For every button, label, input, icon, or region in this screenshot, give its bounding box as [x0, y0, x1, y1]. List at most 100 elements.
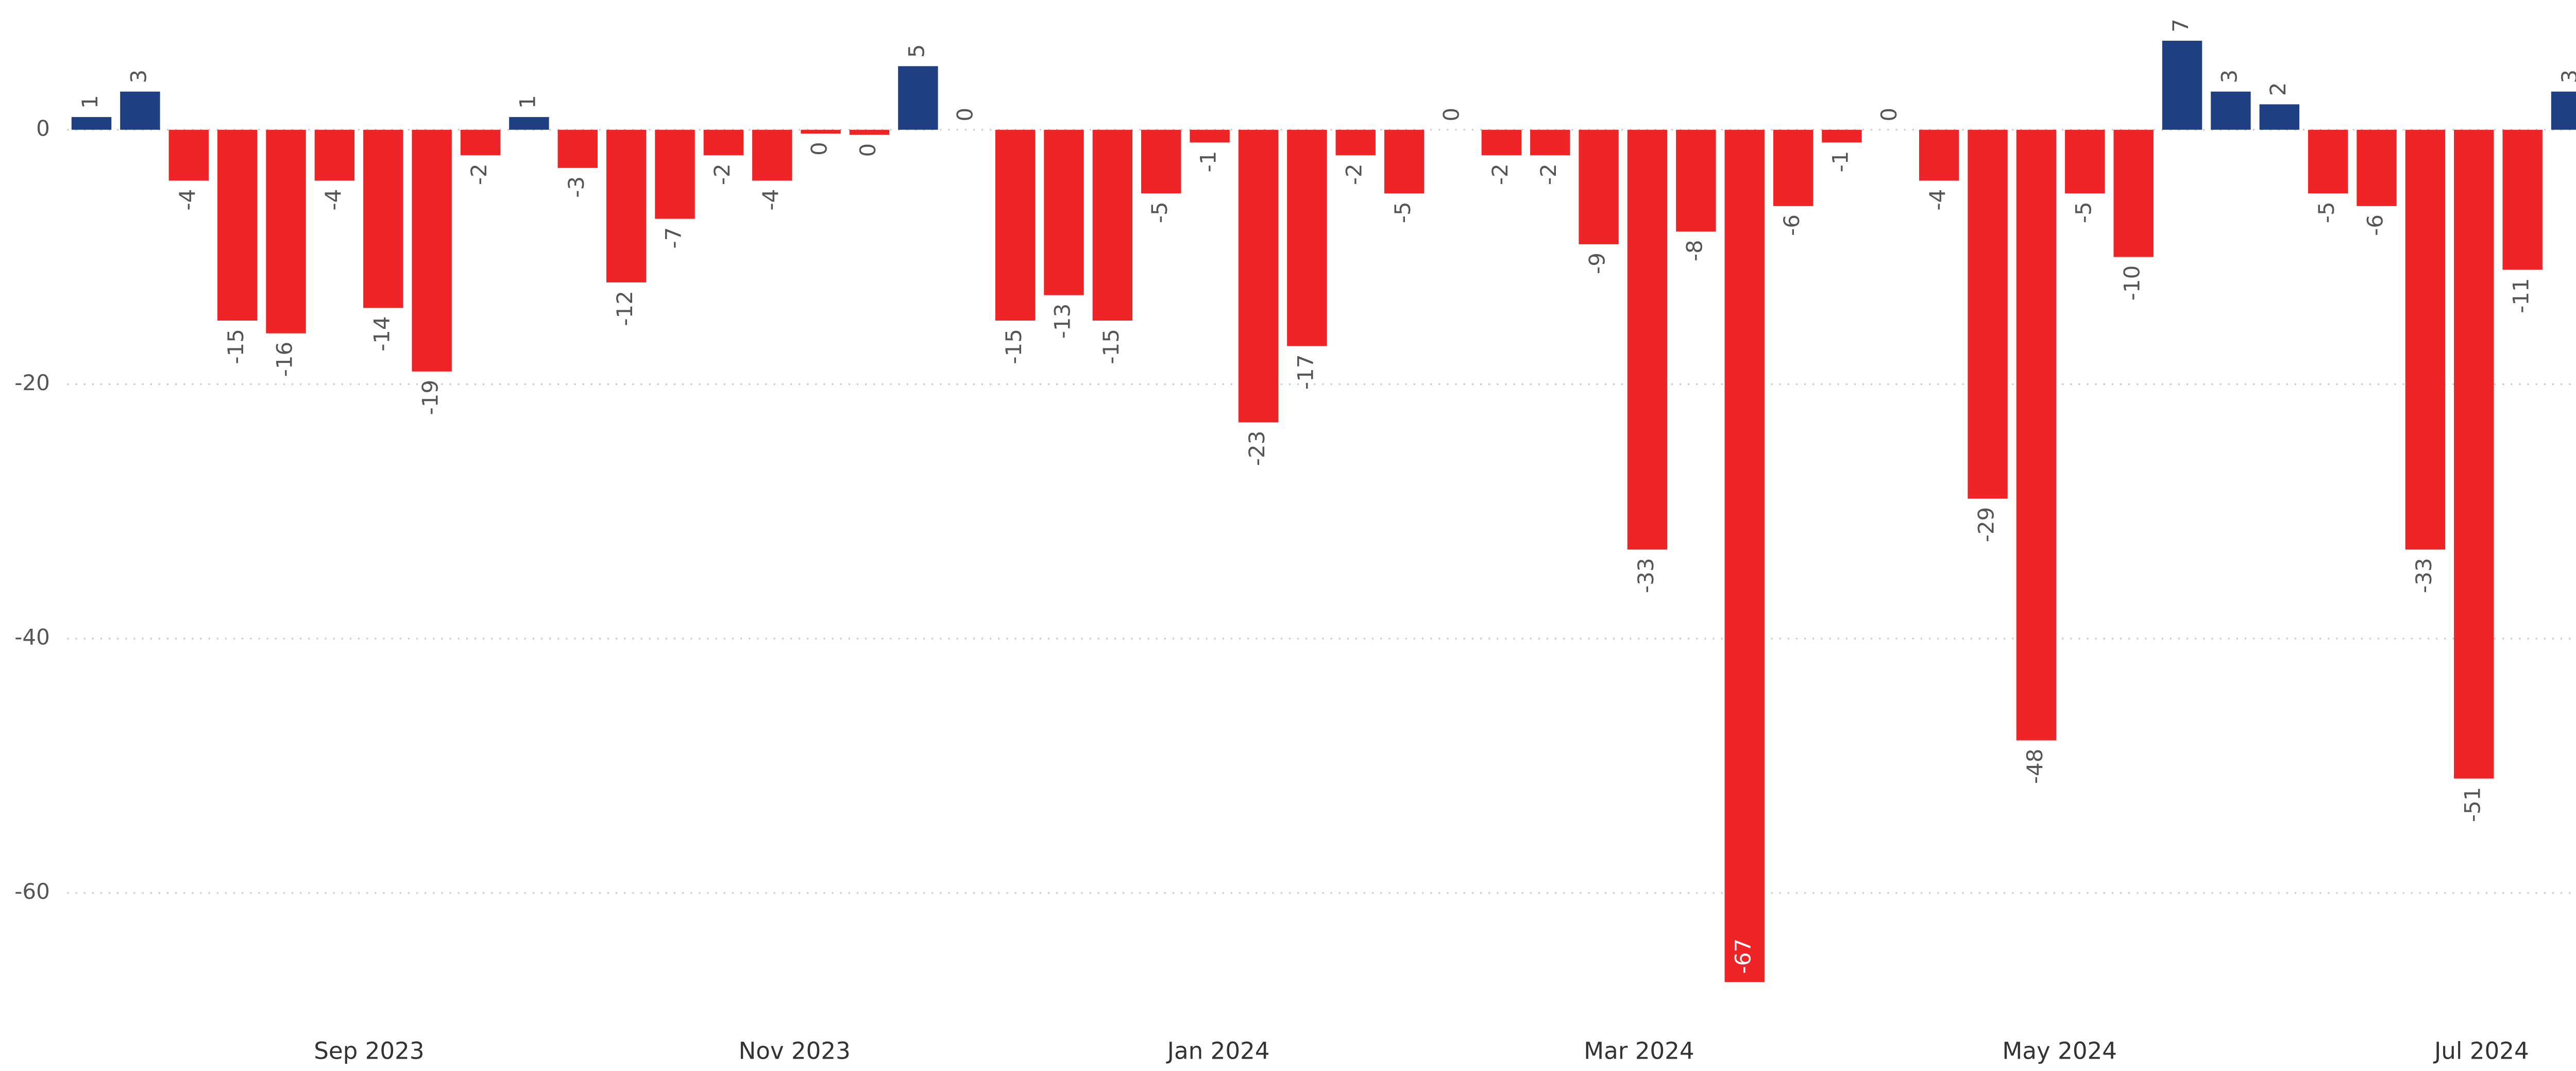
bar	[412, 129, 452, 372]
data-label: -29	[1974, 507, 1999, 543]
bar	[1335, 129, 1376, 156]
bar	[2405, 129, 2446, 550]
data-label: -2	[709, 163, 735, 185]
bar	[1579, 129, 1619, 244]
bar	[1724, 129, 1765, 982]
data-label: -5	[2314, 202, 2339, 223]
data-label: -10	[2120, 265, 2145, 301]
data-label: 0	[953, 108, 978, 122]
x-tick-label: Nov 2023	[738, 1037, 850, 1064]
data-label: -19	[418, 380, 443, 415]
data-label: -14	[369, 316, 394, 352]
data-label: -6	[2363, 214, 2388, 236]
bar	[2162, 40, 2202, 130]
data-label: -4	[1925, 189, 1950, 211]
y-tick-label: -60	[14, 879, 50, 904]
bar	[509, 117, 549, 130]
data-label: -2	[1536, 163, 1561, 185]
y-tick-label: -40	[14, 625, 50, 650]
bar	[1141, 129, 1181, 194]
data-label: -15	[223, 329, 248, 364]
data-label: 5	[904, 44, 929, 58]
data-label: 7	[2168, 19, 2193, 32]
data-label: -15	[1001, 329, 1026, 364]
bar	[2551, 91, 2576, 130]
bar	[460, 129, 501, 156]
bar	[1822, 129, 1862, 143]
bar	[363, 129, 403, 308]
bar	[1773, 129, 1814, 206]
data-label: -1	[1827, 151, 1853, 173]
bar	[801, 129, 841, 134]
data-label: 1	[77, 95, 103, 109]
bar	[2308, 129, 2348, 194]
bar	[1627, 129, 1668, 550]
data-label: -51	[2460, 787, 2485, 823]
data-label: -33	[1633, 558, 1658, 593]
data-label: -15	[1098, 329, 1124, 364]
data-label: 2	[2265, 82, 2291, 96]
data-label: -48	[2022, 749, 2047, 784]
data-label: -17	[1293, 354, 1318, 390]
bar	[995, 129, 1036, 321]
data-label: 0	[855, 143, 880, 157]
data-label: -7	[661, 227, 686, 249]
bar	[168, 129, 209, 181]
bar	[2259, 104, 2300, 130]
bar	[849, 129, 890, 135]
data-label: 0	[1876, 108, 1902, 122]
bar	[606, 129, 647, 282]
bar	[314, 129, 355, 181]
x-tick-label: May 2024	[2002, 1037, 2117, 1064]
data-label: -9	[1585, 253, 1610, 274]
data-label: -3	[564, 176, 589, 198]
x-tick-label: Jul 2024	[2433, 1037, 2529, 1064]
bar	[1481, 129, 1522, 156]
data-label: -16	[272, 342, 297, 377]
data-label: 1	[515, 95, 540, 109]
data-label: -67	[1731, 939, 1756, 974]
data-label: -5	[1390, 202, 1415, 223]
data-label: 0	[807, 142, 832, 156]
data-label: -2	[466, 163, 492, 185]
data-label: -23	[1244, 431, 1269, 466]
bar	[120, 91, 160, 130]
bar	[1919, 129, 1959, 181]
bar	[2357, 129, 2397, 206]
bar	[2502, 129, 2543, 270]
bar	[1287, 129, 1327, 346]
data-label: 3	[2216, 70, 2242, 83]
bar	[1384, 129, 1425, 194]
bar	[2016, 129, 2057, 741]
bar	[2211, 91, 2251, 130]
bar	[2454, 129, 2494, 779]
x-tick-label: Jan 2024	[1166, 1037, 1270, 1064]
data-label: -6	[1779, 214, 1804, 236]
bar	[2065, 129, 2105, 194]
bar	[71, 117, 112, 130]
data-label: -1	[1196, 151, 1221, 173]
y-tick-label: -20	[14, 370, 50, 395]
data-label: -4	[320, 189, 346, 211]
data-label: -11	[2509, 278, 2534, 313]
data-label: -8	[1682, 240, 1707, 261]
data-label: 0	[1438, 108, 1464, 122]
data-label: 3	[126, 70, 151, 83]
bar	[1676, 129, 1716, 232]
data-label: -5	[2071, 202, 2096, 223]
y-tick-label: 0	[36, 115, 50, 141]
bar	[1530, 129, 1570, 156]
data-label: 3	[2557, 70, 2576, 83]
bar	[1190, 129, 1230, 143]
data-label: -13	[1049, 304, 1075, 339]
bar	[752, 129, 792, 181]
bar	[2113, 129, 2154, 257]
data-label: -33	[2411, 558, 2436, 593]
bar	[1044, 129, 1084, 295]
bar	[266, 129, 306, 333]
bar	[1238, 129, 1279, 423]
bar	[1092, 129, 1133, 321]
bar	[557, 129, 598, 168]
